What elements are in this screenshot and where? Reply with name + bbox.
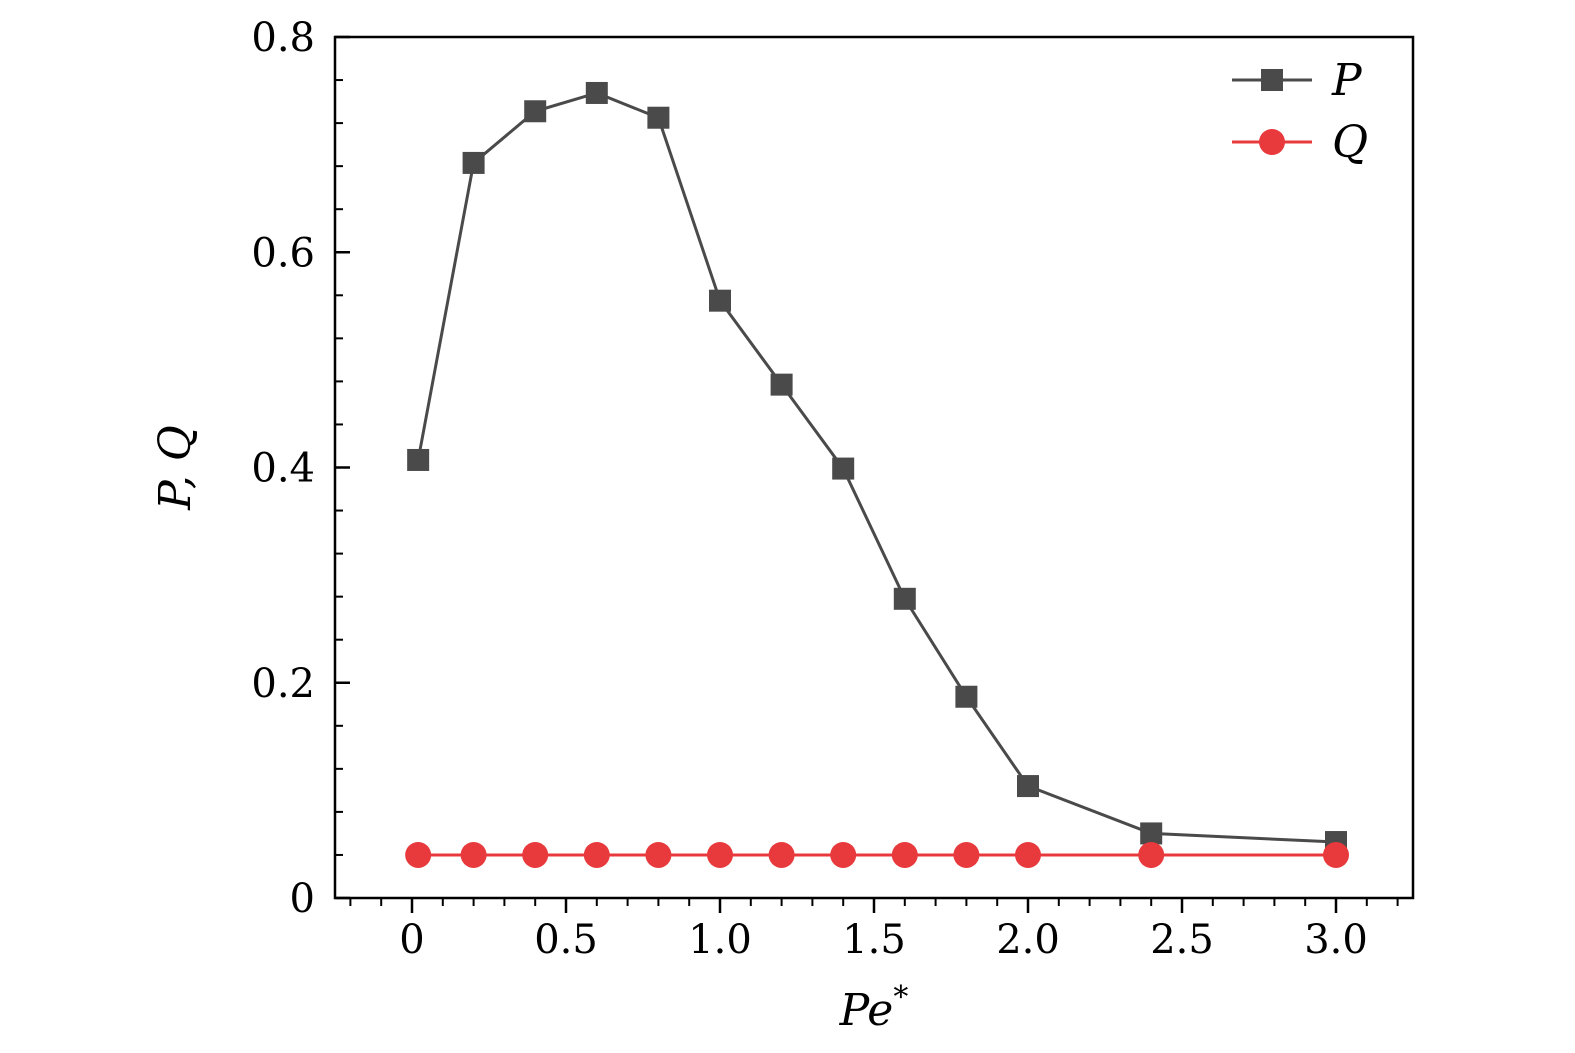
series-P-point bbox=[832, 457, 855, 480]
series-Q-point bbox=[830, 841, 857, 868]
legend: PQ bbox=[1232, 55, 1368, 168]
series-P-point bbox=[647, 106, 670, 129]
y-tick-label: 0.4 bbox=[251, 446, 315, 492]
y-tick-label: 0 bbox=[290, 876, 315, 922]
series-Q-point bbox=[768, 841, 795, 868]
series-P-point bbox=[585, 81, 608, 104]
series-P-line bbox=[416, 91, 1337, 844]
series-P-point bbox=[462, 151, 485, 174]
x-tick-label: 0.5 bbox=[534, 917, 598, 963]
x-tick-label: 2.5 bbox=[1150, 917, 1214, 963]
x-tick-label: 1.5 bbox=[842, 917, 906, 963]
legend-label: Q bbox=[1332, 117, 1368, 168]
y-tick-label: 0.6 bbox=[251, 230, 315, 276]
series-Q-point bbox=[522, 841, 549, 868]
y-tick-label: 0.2 bbox=[251, 661, 315, 707]
series-P-point bbox=[893, 587, 916, 610]
series-Q-point bbox=[645, 841, 672, 868]
series-Q-point bbox=[953, 841, 980, 868]
x-axis-title-superscript: * bbox=[893, 980, 908, 1015]
axis-ticks bbox=[335, 35, 1399, 913]
series-Q-point bbox=[1323, 841, 1349, 868]
series-Q-point bbox=[1015, 841, 1041, 868]
series-P-point bbox=[1140, 822, 1163, 845]
series-P-point bbox=[955, 685, 978, 708]
series-Q-point bbox=[405, 841, 432, 868]
plot-series bbox=[405, 81, 1349, 868]
x-tick-label: 0 bbox=[399, 917, 424, 963]
x-tick-label: 3.0 bbox=[1304, 917, 1368, 963]
legend-marker bbox=[1259, 129, 1285, 155]
legend-label: P bbox=[1331, 55, 1363, 106]
series-Q-point bbox=[707, 841, 733, 868]
series-P-point bbox=[770, 373, 793, 396]
y-axis-title: P, Q bbox=[150, 425, 201, 511]
series-Q-point bbox=[891, 841, 918, 868]
plot-frame bbox=[333, 35, 1415, 900]
series-P-point bbox=[1017, 775, 1039, 798]
x-tick-label: 2.0 bbox=[996, 917, 1060, 963]
x-axis-title-base: Pe bbox=[839, 985, 894, 1036]
legend-marker bbox=[1261, 69, 1283, 91]
series-P-point bbox=[524, 100, 547, 123]
series-P-point bbox=[407, 448, 430, 471]
series-Q-point bbox=[1138, 841, 1165, 868]
y-tick-label: 0.8 bbox=[251, 15, 315, 61]
series-Q-point bbox=[460, 841, 487, 868]
series-Q-point bbox=[583, 841, 610, 868]
tick-labels: 0 0.5 1.0 1.5 2.0 2.5 3.0 0 0.2 0.4 0.6 0.8 bbox=[251, 15, 1367, 963]
x-tick-label: 1.0 bbox=[688, 917, 752, 963]
series-P-point bbox=[709, 289, 731, 312]
x-axis-title: Pe* bbox=[839, 980, 909, 1036]
